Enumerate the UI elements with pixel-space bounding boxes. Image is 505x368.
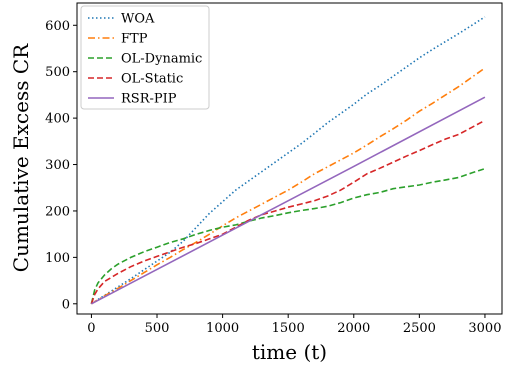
x-tick-label: 2500 bbox=[403, 321, 436, 336]
legend-label: OL-Static bbox=[121, 72, 183, 87]
legend-label: RSR-PIP bbox=[121, 92, 177, 107]
y-tick-label: 200 bbox=[45, 204, 70, 219]
legend-label: FTP bbox=[121, 32, 148, 47]
legend: WOA FTP OL-Dynamic OL-Static RSR-PIP bbox=[80, 5, 210, 110]
legend-box bbox=[80, 5, 210, 110]
series-line-ol-static bbox=[90, 119, 486, 305]
legend-label: OL-Dynamic bbox=[121, 52, 202, 67]
y-tick-label: 0 bbox=[62, 297, 70, 312]
x-axis: 0 500 1000 1500 2000 2500 3000 bbox=[87, 314, 501, 336]
y-axis: 0 100 200 300 400 500 600 bbox=[45, 19, 77, 312]
plot-frame bbox=[76, 2, 503, 315]
series-lines bbox=[90, 16, 486, 305]
x-axis-title: time (t) bbox=[252, 340, 327, 364]
series-line-ol-dynamic bbox=[90, 167, 486, 304]
series-line-ftp bbox=[90, 67, 486, 305]
x-tick-label: 1000 bbox=[206, 321, 239, 336]
x-tick-label: 2000 bbox=[337, 321, 370, 336]
y-tick-label: 600 bbox=[45, 19, 70, 34]
y-tick-label: 500 bbox=[45, 65, 70, 80]
series-line-woa bbox=[90, 16, 486, 305]
y-axis-title: Cumulative Excess CR bbox=[9, 43, 33, 272]
y-tick-label: 400 bbox=[45, 112, 70, 127]
x-tick-label: 1500 bbox=[272, 321, 305, 336]
x-tick-label: 0 bbox=[87, 321, 95, 336]
legend-label: WOA bbox=[121, 12, 155, 27]
y-tick-label: 300 bbox=[45, 158, 70, 173]
x-tick-label: 500 bbox=[145, 321, 170, 336]
y-tick-label: 100 bbox=[45, 251, 70, 266]
x-tick-label: 3000 bbox=[468, 321, 501, 336]
series-line-rsr-pip bbox=[91, 96, 486, 305]
